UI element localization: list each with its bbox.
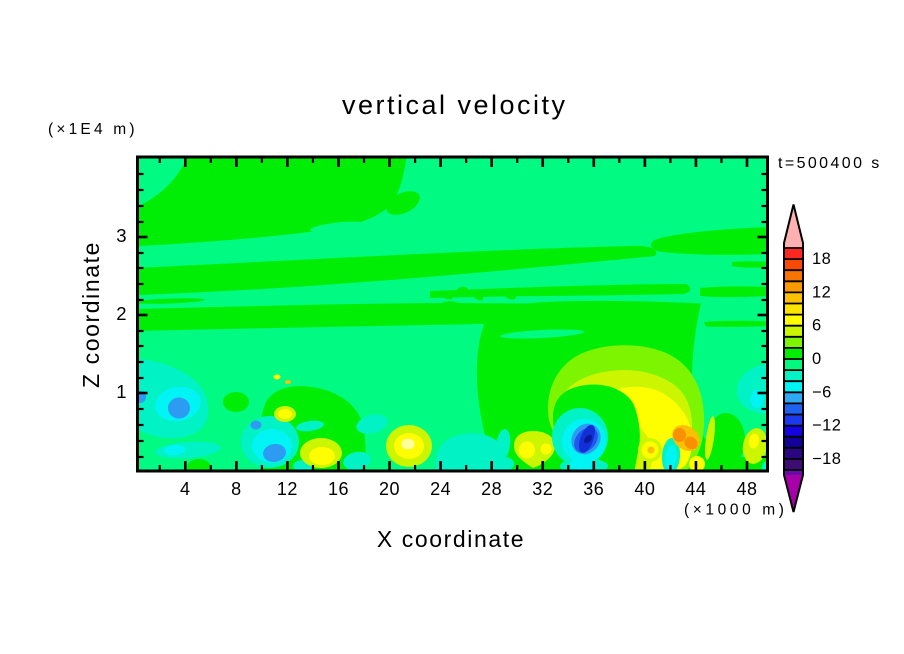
svg-text:X coordinate: X coordinate <box>377 526 525 552</box>
svg-text:8: 8 <box>231 479 242 499</box>
svg-text:Z coordinate: Z coordinate <box>78 241 104 388</box>
svg-text:24: 24 <box>430 479 451 499</box>
svg-text:−12: −12 <box>812 417 842 435</box>
svg-text:−18: −18 <box>812 450 842 468</box>
svg-text:2: 2 <box>116 303 126 324</box>
svg-text:44: 44 <box>685 479 706 499</box>
svg-text:32: 32 <box>532 479 553 499</box>
svg-text:t=500400 s: t=500400 s <box>778 155 882 172</box>
svg-text:3: 3 <box>116 225 126 246</box>
svg-text:(×1000 m): (×1000 m) <box>684 502 787 519</box>
svg-text:48: 48 <box>736 479 757 499</box>
svg-text:1: 1 <box>116 381 126 402</box>
svg-text:16: 16 <box>328 479 349 499</box>
svg-text:4: 4 <box>180 479 191 499</box>
svg-text:0: 0 <box>812 350 822 368</box>
svg-text:36: 36 <box>583 479 604 499</box>
svg-text:28: 28 <box>481 479 502 499</box>
svg-text:(×1E4 m): (×1E4 m) <box>48 121 138 138</box>
svg-text:12: 12 <box>812 283 831 301</box>
svg-text:12: 12 <box>277 479 298 499</box>
svg-text:vertical velocity: vertical velocity <box>342 90 568 120</box>
svg-text:−6: −6 <box>812 383 832 401</box>
svg-text:40: 40 <box>634 479 655 499</box>
svg-text:20: 20 <box>379 479 400 499</box>
svg-text:6: 6 <box>812 317 822 335</box>
svg-text:18: 18 <box>812 250 831 268</box>
